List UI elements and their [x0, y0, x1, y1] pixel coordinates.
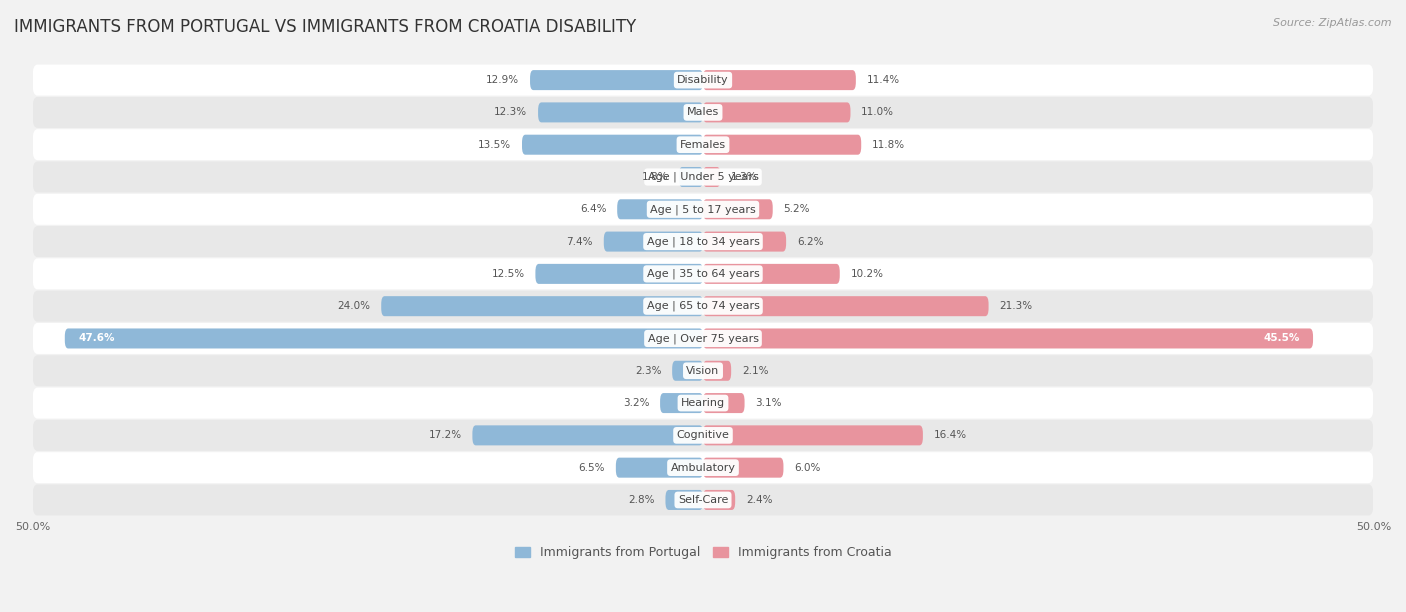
- FancyBboxPatch shape: [703, 329, 1313, 348]
- FancyBboxPatch shape: [665, 490, 703, 510]
- FancyBboxPatch shape: [703, 393, 745, 413]
- Text: 21.3%: 21.3%: [1000, 301, 1032, 311]
- FancyBboxPatch shape: [672, 360, 703, 381]
- Text: 12.5%: 12.5%: [492, 269, 524, 279]
- Text: 2.1%: 2.1%: [742, 366, 769, 376]
- Text: 10.2%: 10.2%: [851, 269, 883, 279]
- FancyBboxPatch shape: [32, 323, 1374, 354]
- FancyBboxPatch shape: [32, 65, 1374, 95]
- Text: Self-Care: Self-Care: [678, 495, 728, 505]
- Text: 7.4%: 7.4%: [567, 237, 593, 247]
- Text: 3.1%: 3.1%: [755, 398, 782, 408]
- Text: Age | 35 to 64 years: Age | 35 to 64 years: [647, 269, 759, 279]
- Text: 45.5%: 45.5%: [1263, 334, 1299, 343]
- FancyBboxPatch shape: [703, 360, 731, 381]
- Legend: Immigrants from Portugal, Immigrants from Croatia: Immigrants from Portugal, Immigrants fro…: [510, 541, 896, 564]
- FancyBboxPatch shape: [32, 291, 1374, 322]
- Text: Age | Over 75 years: Age | Over 75 years: [648, 333, 758, 344]
- FancyBboxPatch shape: [32, 485, 1374, 515]
- FancyBboxPatch shape: [381, 296, 703, 316]
- FancyBboxPatch shape: [32, 356, 1374, 386]
- FancyBboxPatch shape: [679, 167, 703, 187]
- Text: 6.4%: 6.4%: [579, 204, 606, 214]
- Text: Vision: Vision: [686, 366, 720, 376]
- FancyBboxPatch shape: [703, 167, 720, 187]
- Text: Source: ZipAtlas.com: Source: ZipAtlas.com: [1274, 18, 1392, 28]
- Text: 1.8%: 1.8%: [641, 172, 668, 182]
- FancyBboxPatch shape: [32, 129, 1374, 160]
- Text: 2.3%: 2.3%: [636, 366, 661, 376]
- Text: 11.8%: 11.8%: [872, 140, 905, 150]
- Text: 11.4%: 11.4%: [866, 75, 900, 85]
- FancyBboxPatch shape: [659, 393, 703, 413]
- FancyBboxPatch shape: [538, 102, 703, 122]
- FancyBboxPatch shape: [703, 231, 786, 252]
- FancyBboxPatch shape: [32, 387, 1374, 419]
- Text: Age | 5 to 17 years: Age | 5 to 17 years: [650, 204, 756, 215]
- FancyBboxPatch shape: [703, 458, 783, 478]
- Text: 2.8%: 2.8%: [628, 495, 655, 505]
- Text: 6.5%: 6.5%: [579, 463, 605, 472]
- Text: 6.2%: 6.2%: [797, 237, 824, 247]
- Text: Females: Females: [681, 140, 725, 150]
- FancyBboxPatch shape: [32, 226, 1374, 257]
- FancyBboxPatch shape: [530, 70, 703, 90]
- Text: Age | 18 to 34 years: Age | 18 to 34 years: [647, 236, 759, 247]
- Text: 16.4%: 16.4%: [934, 430, 967, 441]
- Text: 3.2%: 3.2%: [623, 398, 650, 408]
- FancyBboxPatch shape: [617, 200, 703, 219]
- Text: Age | Under 5 years: Age | Under 5 years: [648, 172, 758, 182]
- FancyBboxPatch shape: [32, 258, 1374, 289]
- Text: 12.9%: 12.9%: [486, 75, 519, 85]
- FancyBboxPatch shape: [32, 420, 1374, 451]
- Text: Hearing: Hearing: [681, 398, 725, 408]
- FancyBboxPatch shape: [32, 97, 1374, 128]
- FancyBboxPatch shape: [703, 70, 856, 90]
- Text: 47.6%: 47.6%: [79, 334, 115, 343]
- Text: 1.3%: 1.3%: [731, 172, 758, 182]
- Text: Males: Males: [688, 107, 718, 118]
- FancyBboxPatch shape: [703, 264, 839, 284]
- FancyBboxPatch shape: [522, 135, 703, 155]
- Text: 12.3%: 12.3%: [495, 107, 527, 118]
- Text: 5.2%: 5.2%: [783, 204, 810, 214]
- FancyBboxPatch shape: [703, 135, 862, 155]
- FancyBboxPatch shape: [32, 162, 1374, 193]
- Text: Cognitive: Cognitive: [676, 430, 730, 441]
- Text: IMMIGRANTS FROM PORTUGAL VS IMMIGRANTS FROM CROATIA DISABILITY: IMMIGRANTS FROM PORTUGAL VS IMMIGRANTS F…: [14, 18, 637, 36]
- FancyBboxPatch shape: [603, 231, 703, 252]
- Text: Disability: Disability: [678, 75, 728, 85]
- FancyBboxPatch shape: [703, 102, 851, 122]
- FancyBboxPatch shape: [616, 458, 703, 478]
- FancyBboxPatch shape: [703, 296, 988, 316]
- FancyBboxPatch shape: [65, 329, 703, 348]
- Text: Ambulatory: Ambulatory: [671, 463, 735, 472]
- FancyBboxPatch shape: [703, 425, 922, 446]
- Text: 17.2%: 17.2%: [429, 430, 461, 441]
- Text: 11.0%: 11.0%: [862, 107, 894, 118]
- Text: 2.4%: 2.4%: [747, 495, 772, 505]
- Text: 24.0%: 24.0%: [337, 301, 371, 311]
- Text: 6.0%: 6.0%: [794, 463, 821, 472]
- Text: 13.5%: 13.5%: [478, 140, 512, 150]
- FancyBboxPatch shape: [703, 490, 735, 510]
- FancyBboxPatch shape: [472, 425, 703, 446]
- Text: Age | 65 to 74 years: Age | 65 to 74 years: [647, 301, 759, 312]
- FancyBboxPatch shape: [32, 452, 1374, 483]
- FancyBboxPatch shape: [32, 194, 1374, 225]
- FancyBboxPatch shape: [703, 200, 773, 219]
- FancyBboxPatch shape: [536, 264, 703, 284]
